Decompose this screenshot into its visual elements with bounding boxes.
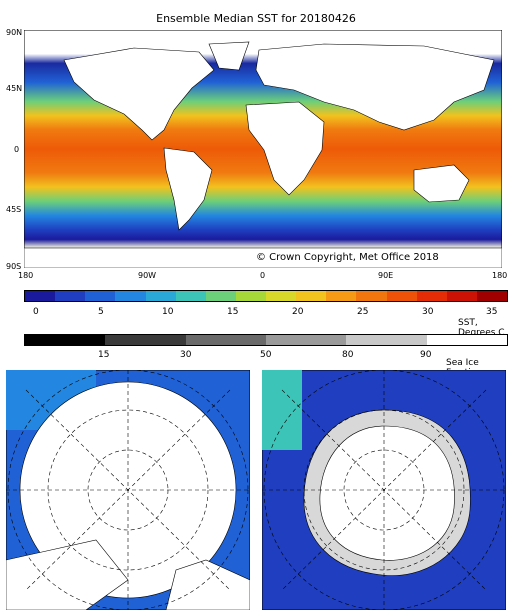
lon-label-180w: 180	[18, 271, 34, 280]
sst-tick-5: 5	[98, 307, 104, 317]
sst-tick-25: 25	[357, 307, 369, 317]
sst-tick-35: 35	[486, 307, 498, 317]
sst-colorbar	[24, 290, 508, 302]
lon-label-90e: 90E	[378, 271, 394, 280]
ice-swatch-5	[426, 335, 507, 345]
lat-label-45s: 45S	[6, 205, 22, 214]
copyright-text: © Crown Copyright, Met Office 2018	[256, 252, 439, 263]
sst-swatch-3	[115, 291, 146, 301]
ice-swatch-4	[346, 335, 427, 345]
sst-swatch-4	[145, 291, 176, 301]
ice-swatch-3	[265, 335, 347, 345]
ice-tick-15: 15	[98, 350, 110, 360]
sst-swatch-2	[85, 291, 116, 301]
sst-swatch-12	[386, 291, 417, 301]
north-america-land	[63, 47, 215, 141]
africa-land	[245, 101, 325, 196]
sst-units-label: SST, Degrees C	[458, 318, 505, 338]
sea-ice-colorbar	[24, 334, 508, 346]
lat-label-0: 0	[14, 145, 20, 154]
antarctica-land	[24, 247, 502, 268]
ice-swatch-0	[25, 335, 106, 345]
sst-swatch-5	[175, 291, 206, 301]
sst-swatch-6	[205, 291, 236, 301]
ice-swatch-2	[185, 335, 266, 345]
sst-tick-0: 0	[33, 307, 39, 317]
lon-label-180e: 180	[492, 271, 508, 280]
sst-tick-20: 20	[292, 307, 304, 317]
eurasia-land	[255, 43, 495, 131]
arctic-polar-map	[6, 370, 250, 610]
sst-swatch-7	[235, 291, 266, 301]
lat-label-45n: 45N	[6, 84, 23, 93]
sst-swatch-8	[266, 291, 297, 301]
sst-swatch-14	[446, 291, 477, 301]
lon-label-0: 0	[260, 271, 266, 280]
lat-label-90n: 90N	[6, 28, 23, 37]
sst-swatch-1	[55, 291, 86, 301]
greenland-land	[208, 41, 250, 71]
south-america-land	[163, 147, 213, 231]
sst-swatch-15	[476, 291, 507, 301]
sst-swatch-0	[25, 291, 56, 301]
sst-swatch-13	[416, 291, 447, 301]
sst-tick-30: 30	[422, 307, 434, 317]
ice-tick-90: 90	[420, 350, 432, 360]
sst-swatch-10	[326, 291, 357, 301]
map-title: Ensemble Median SST for 20180426	[156, 12, 356, 25]
global-sst-map	[24, 30, 502, 268]
lon-label-90w: 90W	[138, 271, 157, 280]
ice-tick-50: 50	[260, 350, 272, 360]
lat-label-90s: 90S	[6, 262, 22, 271]
australia-land	[413, 164, 470, 203]
ice-tick-30: 30	[180, 350, 192, 360]
sst-swatch-9	[296, 291, 327, 301]
sst-tick-10: 10	[162, 307, 174, 317]
ice-swatch-1	[105, 335, 186, 345]
ice-tick-80: 80	[342, 350, 354, 360]
sst-tick-15: 15	[227, 307, 239, 317]
antarctic-polar-map	[262, 370, 506, 610]
sst-swatch-11	[356, 291, 387, 301]
